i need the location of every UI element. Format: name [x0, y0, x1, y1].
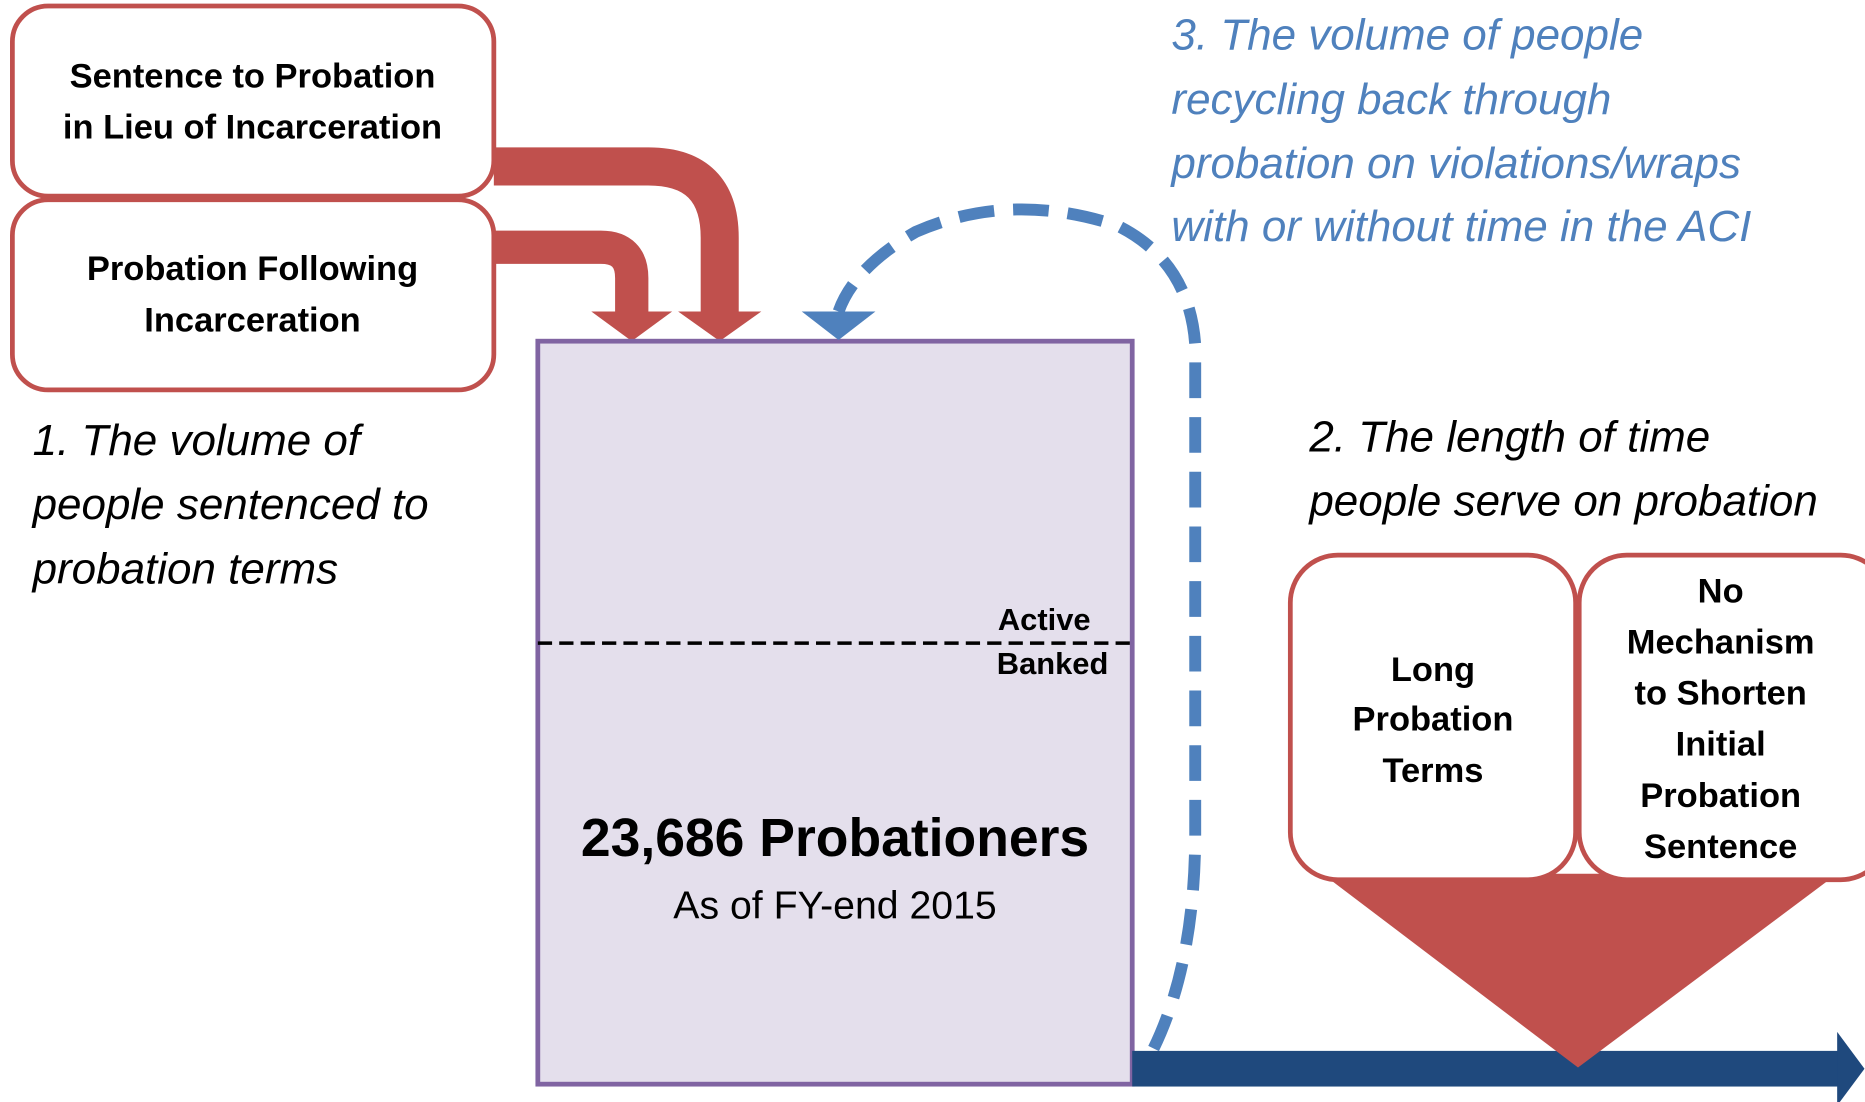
box-text: Terms — [1383, 752, 1484, 790]
box-text: No — [1698, 572, 1744, 610]
driver-text: probation on violations/wraps — [1169, 139, 1741, 188]
input-box — [10, 197, 497, 393]
driver-text: 3. The volume of people — [1171, 11, 1643, 60]
driver-text: 2. The length of time — [1308, 412, 1710, 461]
box-text: in Lieu of Incarceration — [63, 109, 442, 147]
population-box — [535, 338, 1135, 1087]
driver-text: with or without time in the ACI — [1171, 202, 1751, 251]
inflow-arrow — [493, 230, 649, 312]
length-box — [1287, 552, 1579, 883]
box-text: Sentence — [1644, 828, 1797, 866]
population-title: 23,686 Probationers — [581, 809, 1089, 868]
box-text: Initial — [1676, 726, 1766, 764]
recycle-arrow — [832, 203, 1202, 1052]
box-text: Long — [1391, 651, 1475, 689]
box-text: to Shorten — [1634, 675, 1806, 713]
box-text: Probation Following — [87, 250, 418, 288]
input-box — [10, 3, 497, 199]
length-box — [1576, 552, 1865, 883]
driver-text: people serve on probation — [1307, 477, 1817, 526]
driver-text: probation terms — [31, 544, 338, 593]
box-text: Mechanism — [1627, 623, 1815, 661]
funnel — [1322, 873, 1838, 1068]
box-text: Probation — [1640, 777, 1801, 815]
arrowhead — [1837, 1031, 1865, 1102]
driver-text: 1. The volume of — [33, 416, 365, 465]
active-label: Active — [998, 602, 1091, 637]
population-subtitle: As of FY-end 2015 — [673, 884, 996, 928]
arrowhead — [678, 311, 762, 342]
driver-text: recycling back through — [1171, 75, 1611, 124]
driver-text: people sentenced to — [31, 480, 429, 529]
outflow-arrow — [1132, 1050, 1840, 1087]
arrowhead — [591, 311, 673, 342]
box-text: Sentence to Probation — [70, 58, 436, 96]
arrowhead — [801, 311, 876, 340]
box-text: Probation — [1353, 701, 1514, 739]
banked-label: Banked — [997, 646, 1109, 681]
inflow-arrow — [493, 147, 739, 312]
box-text: Incarceration — [144, 301, 360, 339]
